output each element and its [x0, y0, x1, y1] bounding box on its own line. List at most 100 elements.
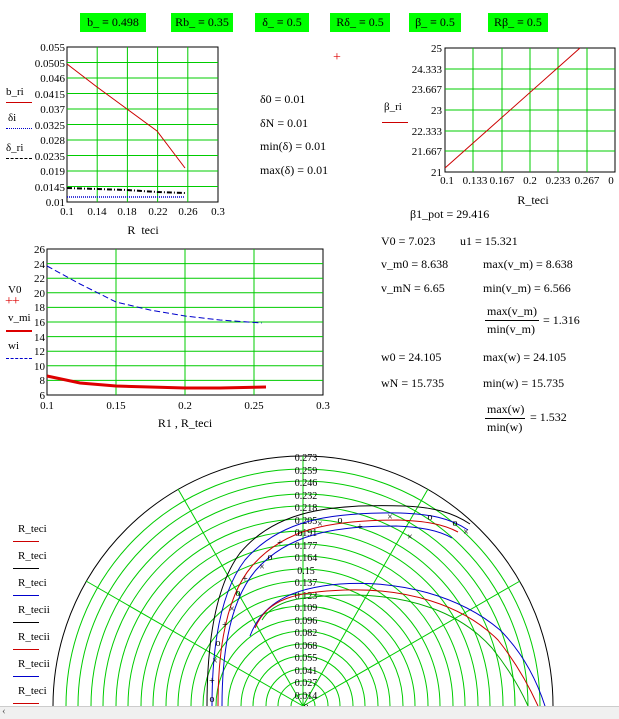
y-tick: 0.0235: [35, 151, 66, 163]
radial-tick: 0.096: [295, 616, 318, 627]
ratio-w-value: = 1.532: [530, 410, 567, 424]
radial-tick: 0: [304, 703, 309, 714]
y-tick: 8: [40, 375, 46, 387]
param-delta[interactable]: δ_ ≡ 0.5: [255, 13, 309, 32]
legend-beta-ri: β_ri: [384, 101, 402, 113]
beta-plot[interactable]: 25 24.333 23.667 23 22.333 21.667 21 0.1…: [380, 40, 619, 210]
velocity-plot[interactable]: 26 24 22 20 18 16 14 12 10 8 6 0.1 0.15 …: [0, 240, 340, 440]
legend-line: [6, 330, 32, 332]
radial-tick: 0.218: [295, 503, 318, 514]
vm0-result: v_m0 = 8.638: [381, 257, 449, 271]
svg-text:×: ×: [463, 527, 469, 538]
polar-legend-0: R_teci: [18, 523, 47, 535]
polar-legend-2: R_teci: [18, 577, 47, 589]
x-tick: 0.267: [575, 175, 600, 187]
polar-legend-6: R_teci: [18, 685, 47, 697]
ratio-vm-den: min(v_m): [487, 322, 535, 336]
legend-b-ri: b_ri: [6, 86, 24, 98]
deltaN-result: δN = 0.01: [260, 116, 309, 130]
radial-tick: 0.205: [295, 516, 318, 527]
y-tick: 0.028: [40, 135, 65, 147]
x-tick: 0.1: [40, 400, 54, 412]
y-tick: 18: [34, 302, 46, 314]
scroll-left-icon[interactable]: ‹: [2, 705, 6, 717]
horizontal-scrollbar[interactable]: ‹: [0, 705, 619, 719]
polar-plot[interactable]: 0.273 0.259 0.246 0.232 0.218 0.205 0.19…: [0, 440, 619, 718]
legend-line: [13, 676, 39, 677]
svg-text:×: ×: [317, 519, 323, 530]
radial-tick: 0.137: [295, 578, 318, 589]
u1-result: u1 = 15.321: [460, 234, 518, 248]
delta-ri-series: [66, 187, 186, 194]
y-tick: 22: [34, 273, 45, 285]
polar-legend-3: R_tecii: [18, 604, 50, 616]
radial-tick: 0.082: [295, 628, 318, 639]
w0-result: w0 = 24.105: [381, 350, 442, 364]
param-b[interactable]: b_ ≡ 0.498: [80, 13, 146, 32]
legend-delta-ri: δ_ri: [6, 142, 24, 154]
min-w-result: min(w) = 15.735: [483, 376, 565, 390]
ratio-w-den: min(w): [487, 420, 523, 434]
param-rb[interactable]: Rb_ ≡ 0.35: [171, 13, 233, 32]
y-tick: 20: [34, 288, 46, 300]
x-tick: 0.1: [440, 175, 454, 187]
x-tick: 0.25: [244, 400, 264, 412]
legend-vm: v_mi: [8, 312, 31, 324]
beta-ri-series: [444, 47, 581, 169]
y-tick: 10: [34, 361, 46, 373]
polar-legend-1: R_teci: [18, 550, 47, 562]
wN-result: wN = 15.735: [381, 376, 445, 390]
svg-text:o: o: [268, 552, 273, 563]
param-rbeta[interactable]: Rβ_ ≡ 0.5: [488, 13, 548, 32]
svg-text:o: o: [216, 638, 221, 649]
x-tick: 0: [608, 175, 614, 187]
min-vm-result: min(v_m) = 6.566: [483, 281, 571, 295]
polar-legend-4: R_tecii: [18, 631, 50, 643]
legend-marker: ++: [5, 294, 20, 309]
profile-curve-outer-d: [221, 525, 453, 706]
legend-line: [13, 595, 39, 596]
x-tick: 0.22: [148, 206, 167, 218]
profile-curve-outer-a: [211, 512, 469, 706]
x-tick: 0.133: [463, 175, 488, 187]
profile-curve-inner-b: [254, 589, 539, 706]
ratio-vm-value: = 1.316: [543, 313, 580, 327]
profile-curve-inner-a: [249, 582, 546, 706]
svg-text:+: +: [209, 676, 215, 687]
min-delta-result: min(δ) = 0.01: [260, 139, 327, 153]
legend-line: [6, 158, 32, 159]
vm-series: [46, 374, 267, 390]
legend-delta-i: δi: [8, 112, 17, 124]
x-tick: 0.3: [316, 400, 330, 412]
y-tick: 0.0325: [35, 120, 66, 132]
y-tick: 25: [431, 43, 443, 55]
profile-curve-outer-b: [217, 519, 459, 706]
v0-result: V0 = 7.023: [381, 234, 436, 248]
y-tick: 0.0505: [35, 58, 66, 70]
y-tick: 23.667: [412, 84, 443, 96]
y-tick: 6: [40, 390, 46, 402]
svg-text:×: ×: [212, 656, 218, 667]
y-tick: 24: [34, 259, 46, 271]
svg-text:×: ×: [259, 562, 265, 573]
profile-curve-outer-c: [206, 505, 471, 706]
radial-tick: 0.177: [295, 541, 318, 552]
x-tick: 0.167: [490, 175, 515, 187]
y-tick: 26: [34, 244, 46, 256]
insert-marker: +: [333, 50, 341, 65]
radial-tick: 0.055: [295, 653, 318, 664]
svg-text:×: ×: [407, 532, 413, 543]
param-rdelta[interactable]: Rδ_ ≡ 0.5: [330, 13, 390, 32]
x-tick: 0.15: [106, 400, 126, 412]
b-ri-series: [66, 63, 186, 169]
param-beta[interactable]: β_ ≡ 0.5: [409, 13, 461, 32]
radial-tick: 0.191: [295, 528, 318, 539]
radial-tick: 0.014: [295, 691, 318, 702]
y-tick: 14: [34, 332, 46, 344]
fraction-bar: [485, 418, 525, 419]
y-tick: 16: [34, 317, 46, 329]
b-delta-plot[interactable]: 0.055 0.0505 0.046 0.0415 0.037 0.0325 0…: [0, 40, 240, 235]
svg-text:×: ×: [229, 604, 235, 615]
x-axis-label: R_teci: [127, 223, 159, 235]
svg-text:o: o: [210, 694, 215, 705]
